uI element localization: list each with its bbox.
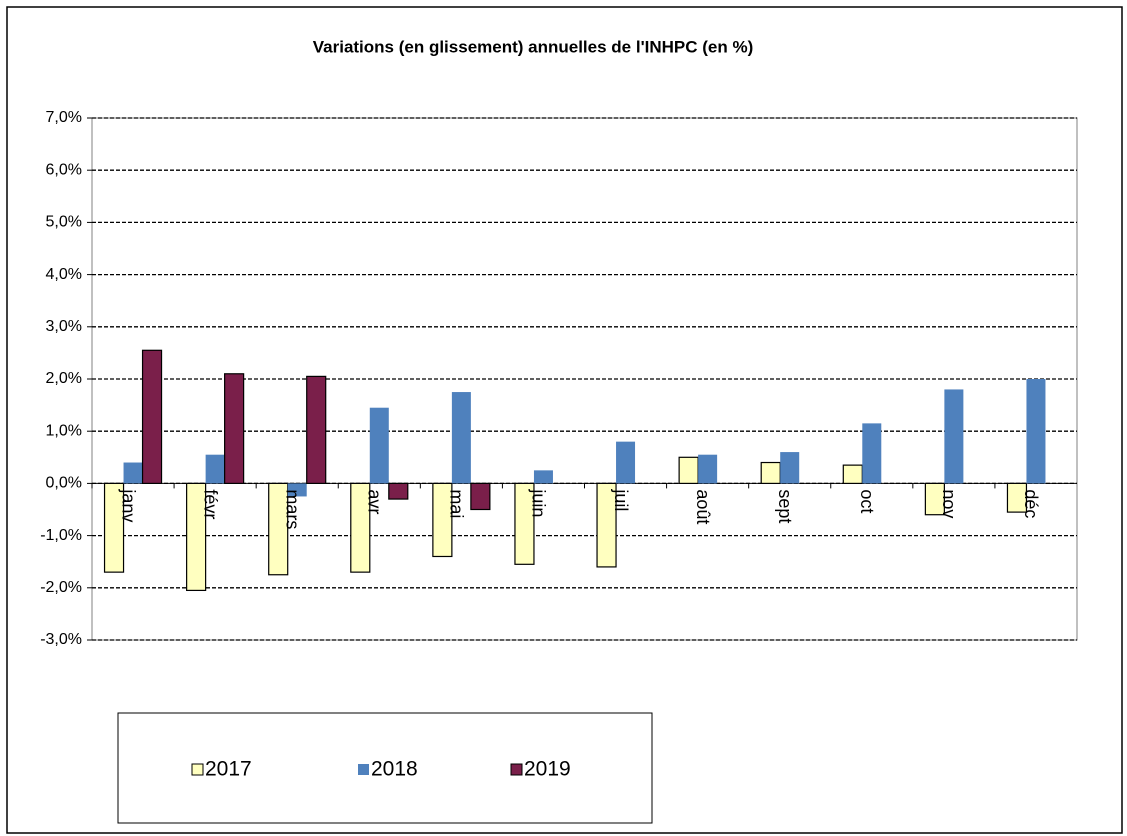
bar (944, 389, 964, 484)
x-tick-label: août (693, 489, 713, 524)
bar (698, 454, 718, 484)
bar (350, 482, 371, 573)
legend-label: 2017 (205, 758, 252, 781)
x-tick-label: juin (529, 488, 549, 517)
bar (596, 482, 617, 568)
bar (533, 470, 553, 484)
bar (678, 456, 699, 484)
x-tick-label: janv (118, 488, 138, 522)
x-tick-label: sept (775, 489, 795, 523)
y-tick-label: 1,0% (46, 422, 82, 439)
x-tick-label: oct (857, 489, 877, 513)
x-tick-label: nov (939, 489, 959, 518)
bar (186, 482, 207, 592)
bar (224, 373, 245, 485)
x-tick-label: mars (282, 489, 302, 529)
y-tick-label: 5,0% (46, 214, 82, 231)
legend-label: 2019 (524, 758, 571, 781)
y-tick-label: -2,0% (40, 579, 82, 596)
bar (369, 407, 389, 484)
bar (862, 423, 882, 484)
chart-title: Variations (en glissement) annuelles de … (313, 37, 753, 56)
bar (205, 454, 225, 484)
bar (268, 482, 289, 576)
legend-box (117, 712, 653, 824)
x-tick-label: mai (447, 489, 467, 518)
chart-frame (6, 6, 1123, 834)
bar (842, 464, 863, 485)
bar (760, 461, 781, 484)
y-tick-label: 7,0% (46, 109, 82, 126)
y-tick-label: 4,0% (46, 266, 82, 283)
legend-swatch (191, 763, 204, 776)
bar (470, 482, 491, 511)
y-tick-label: -1,0% (40, 527, 82, 544)
bar (1026, 379, 1046, 484)
bar (432, 482, 453, 558)
x-tick-label: févr (200, 489, 220, 519)
bar (616, 441, 636, 484)
y-tick-label: 3,0% (46, 318, 82, 335)
bar (780, 452, 800, 484)
y-tick-label: 0,0% (46, 475, 82, 492)
bar (123, 462, 143, 484)
bar (103, 482, 125, 573)
bar (306, 375, 327, 485)
bar (388, 482, 409, 500)
bar (514, 482, 535, 565)
y-tick-label: -3,0% (40, 631, 82, 648)
legend-swatch (358, 764, 369, 775)
bar (924, 482, 945, 516)
bar (1006, 482, 1028, 513)
x-tick-label: avr (365, 489, 385, 514)
legend-label: 2018 (371, 758, 418, 781)
bar (287, 483, 307, 497)
y-tick-label: 6,0% (46, 161, 82, 178)
x-tick-label: déc (1021, 489, 1041, 518)
bar (451, 392, 471, 484)
y-tick-label: 2,0% (46, 370, 82, 387)
x-tick-label: juil (611, 488, 631, 511)
bar (141, 349, 163, 485)
legend-swatch (510, 763, 523, 776)
